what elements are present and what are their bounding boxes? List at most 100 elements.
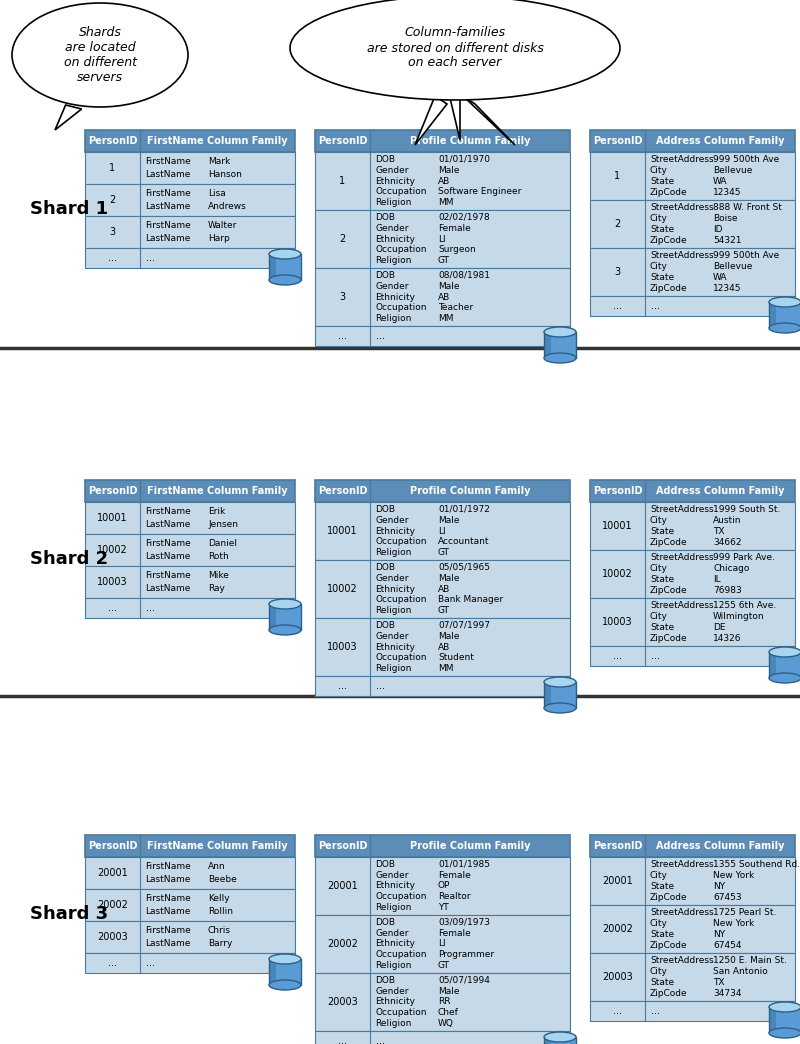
FancyBboxPatch shape (769, 302, 800, 328)
FancyBboxPatch shape (590, 296, 795, 316)
Text: GT: GT (438, 257, 450, 265)
Text: 3: 3 (339, 292, 346, 302)
Ellipse shape (269, 625, 301, 635)
Text: PersonID: PersonID (593, 487, 642, 496)
Text: Ethnicity: Ethnicity (375, 292, 415, 302)
Text: ...: ... (613, 301, 622, 311)
Text: IL: IL (713, 575, 721, 584)
Text: Occupation: Occupation (375, 950, 426, 959)
Text: City: City (650, 871, 668, 880)
Text: State: State (650, 882, 674, 892)
Text: New York: New York (713, 871, 754, 880)
Text: FirstName: FirstName (145, 861, 190, 871)
FancyBboxPatch shape (85, 921, 295, 953)
Text: NY: NY (713, 930, 725, 940)
Text: Gender: Gender (375, 282, 409, 290)
Text: Male: Male (438, 166, 459, 174)
Text: City: City (650, 166, 668, 175)
Ellipse shape (269, 599, 301, 609)
Text: ...: ... (338, 1036, 347, 1044)
Text: Gender: Gender (375, 516, 409, 524)
Text: 1999 South St.: 1999 South St. (713, 504, 780, 514)
FancyBboxPatch shape (590, 200, 795, 248)
Ellipse shape (544, 327, 576, 337)
FancyBboxPatch shape (269, 604, 276, 630)
Text: 20002: 20002 (602, 924, 633, 934)
Text: Lisa: Lisa (208, 189, 226, 197)
Text: City: City (650, 214, 668, 223)
Text: Male: Male (438, 573, 459, 583)
Text: Ethnicity: Ethnicity (375, 176, 415, 186)
Text: City: City (650, 967, 668, 976)
Ellipse shape (544, 677, 576, 687)
Text: FirstName Column Family: FirstName Column Family (147, 841, 288, 851)
Text: Accountant: Accountant (438, 538, 490, 546)
FancyBboxPatch shape (544, 332, 576, 358)
Text: 67453: 67453 (713, 894, 742, 902)
Text: City: City (650, 919, 668, 928)
FancyBboxPatch shape (315, 480, 570, 502)
Text: Gender: Gender (375, 573, 409, 583)
Text: State: State (650, 274, 674, 282)
Text: Roth: Roth (208, 552, 229, 562)
Text: 888 W. Front St: 888 W. Front St (713, 203, 782, 212)
Text: RR: RR (438, 997, 450, 1006)
Text: Male: Male (438, 987, 459, 996)
Text: StreetAddress: StreetAddress (650, 203, 714, 212)
Text: PersonID: PersonID (318, 487, 367, 496)
Text: Gender: Gender (375, 166, 409, 174)
FancyBboxPatch shape (85, 216, 295, 248)
Ellipse shape (769, 1028, 800, 1038)
FancyBboxPatch shape (315, 1031, 570, 1044)
Text: Gender: Gender (375, 871, 409, 879)
Text: 1255 6th Ave.: 1255 6th Ave. (713, 600, 776, 610)
Text: 10003: 10003 (97, 577, 128, 587)
Ellipse shape (269, 980, 301, 990)
Text: Ethnicity: Ethnicity (375, 235, 415, 243)
FancyBboxPatch shape (85, 184, 295, 216)
Text: Walter: Walter (208, 220, 238, 230)
Text: AB: AB (438, 176, 450, 186)
Text: LastName: LastName (145, 940, 190, 948)
FancyBboxPatch shape (544, 682, 576, 708)
Text: Bellevue: Bellevue (713, 262, 752, 271)
Ellipse shape (544, 703, 576, 713)
Text: FirstName: FirstName (145, 506, 190, 516)
Text: State: State (650, 623, 674, 632)
FancyBboxPatch shape (315, 210, 570, 268)
Text: MM: MM (438, 198, 454, 208)
Text: LastName: LastName (145, 170, 190, 180)
Text: Gender: Gender (375, 987, 409, 996)
FancyBboxPatch shape (769, 652, 776, 678)
Text: ZipCode: ZipCode (650, 284, 688, 293)
Text: Mike: Mike (208, 570, 229, 579)
Text: Address Column Family: Address Column Family (656, 841, 784, 851)
Text: Programmer: Programmer (438, 950, 494, 959)
FancyBboxPatch shape (590, 905, 795, 953)
Text: LastName: LastName (145, 203, 190, 212)
Ellipse shape (544, 1033, 576, 1042)
Ellipse shape (769, 647, 800, 657)
Text: PersonID: PersonID (318, 841, 367, 851)
Text: 10002: 10002 (97, 545, 128, 555)
Text: Austin: Austin (713, 516, 742, 525)
Text: 54321: 54321 (713, 236, 742, 245)
Text: ...: ... (338, 681, 347, 691)
Text: Profile Column Family: Profile Column Family (410, 487, 530, 496)
Text: Shards
are located
on different
servers: Shards are located on different servers (63, 26, 137, 84)
Text: Religion: Religion (375, 548, 411, 557)
FancyBboxPatch shape (590, 550, 795, 598)
FancyBboxPatch shape (590, 857, 795, 905)
Text: Religion: Religion (375, 1019, 411, 1028)
FancyBboxPatch shape (269, 959, 301, 984)
Text: AB: AB (438, 642, 450, 651)
Text: AB: AB (438, 292, 450, 302)
Text: 34734: 34734 (713, 990, 742, 998)
FancyBboxPatch shape (315, 560, 570, 618)
FancyBboxPatch shape (269, 254, 301, 280)
Ellipse shape (290, 0, 620, 100)
Text: FirstName: FirstName (145, 894, 190, 903)
Text: ...: ... (613, 1006, 622, 1016)
FancyBboxPatch shape (315, 268, 570, 326)
Text: ZipCode: ZipCode (650, 894, 688, 902)
